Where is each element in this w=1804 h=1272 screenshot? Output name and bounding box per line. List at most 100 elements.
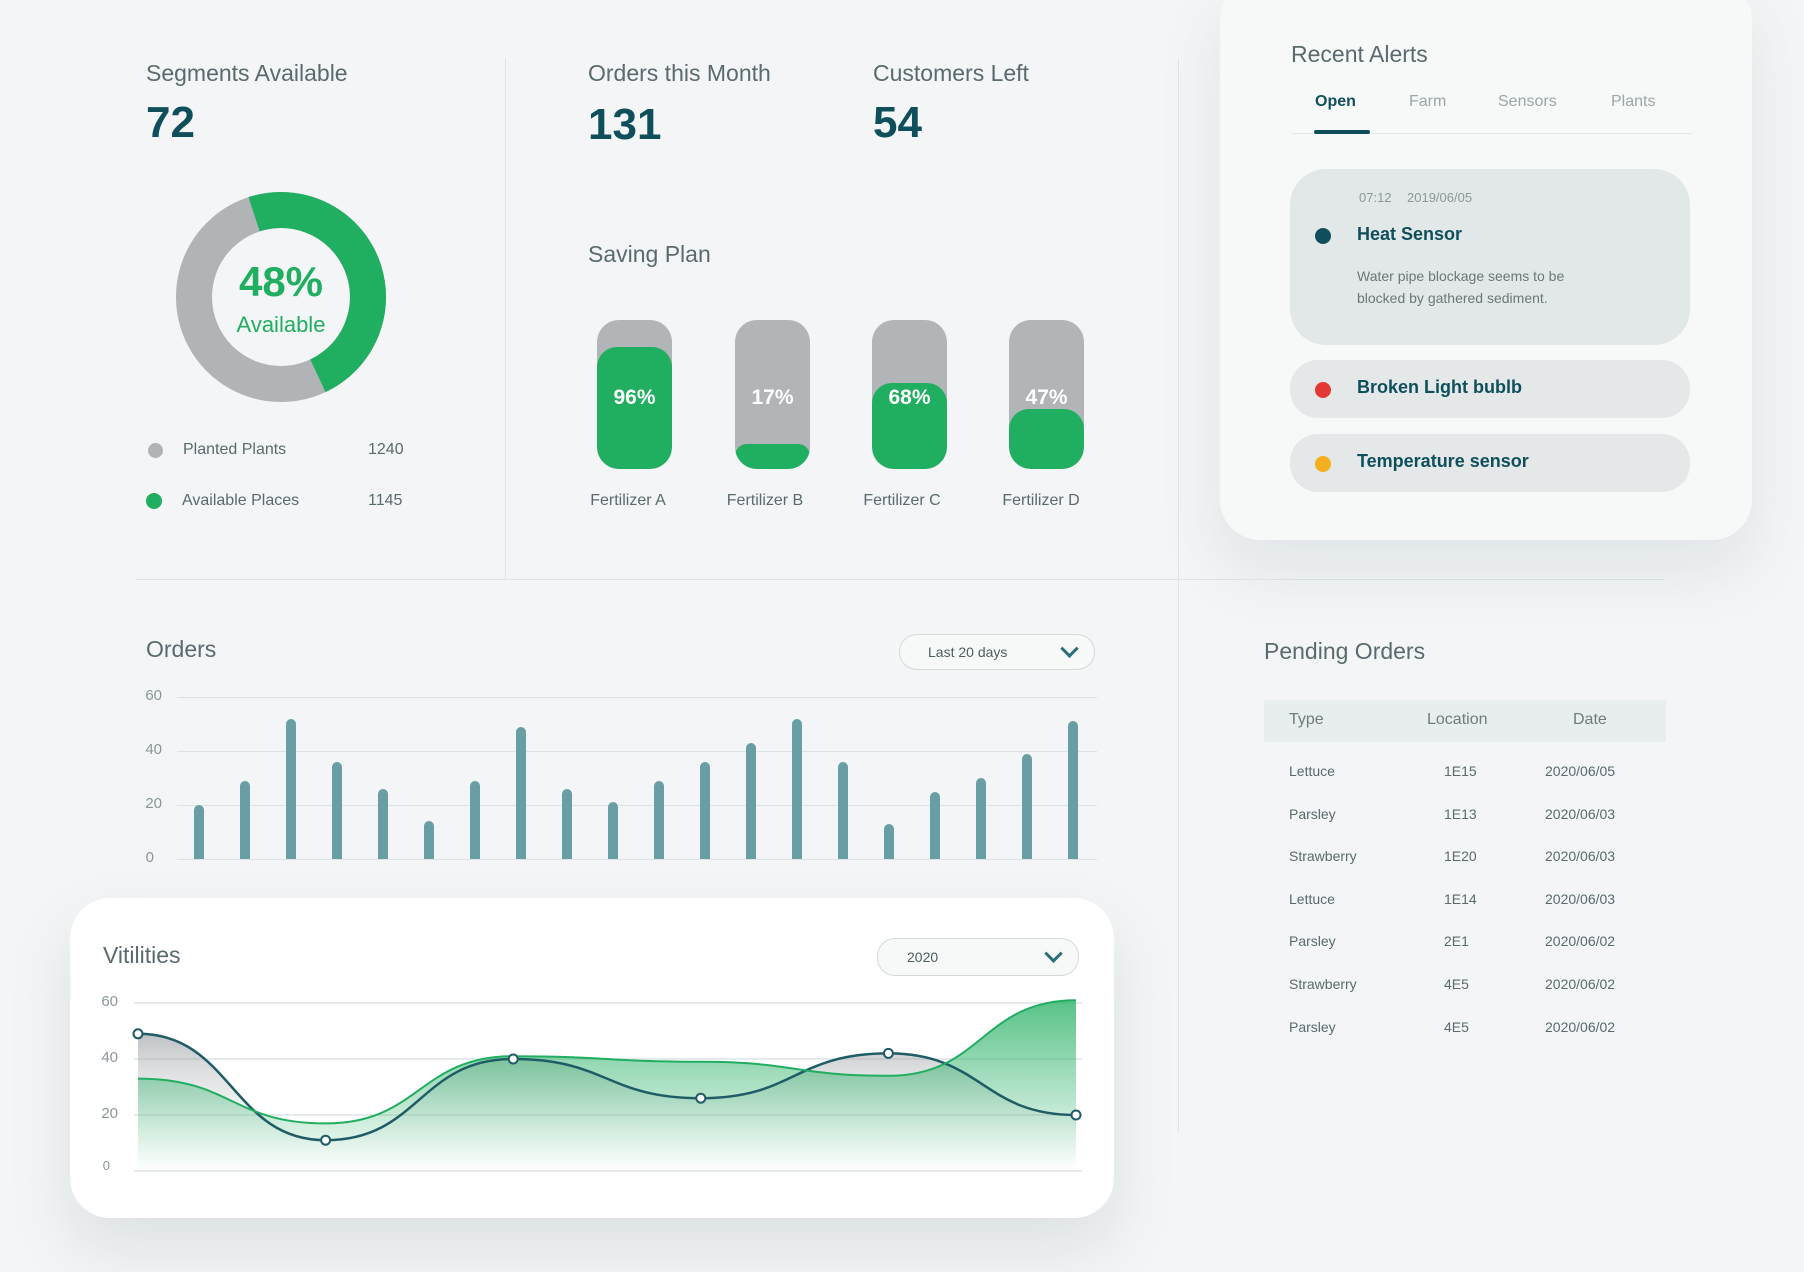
cell-type: Lettuce: [1289, 890, 1335, 907]
saving-fill-b: [735, 444, 810, 469]
cell-date: 2020/06/02: [1545, 976, 1616, 992]
orders-bar[interactable]: [1068, 721, 1078, 859]
orders-bar[interactable]: [516, 726, 526, 859]
orders-bar[interactable]: [838, 761, 848, 859]
saving-fill-a: [597, 347, 672, 469]
tab-active-indicator: [1314, 130, 1370, 134]
vitilities-year-value: 2020: [907, 949, 939, 965]
cell-location: 4E5: [1444, 976, 1469, 992]
alert-status-dot: [1315, 382, 1331, 398]
orders-bar[interactable]: [884, 823, 894, 859]
orders-ytick-20: 20: [145, 795, 162, 812]
alert-desc-line2: blocked by gathered sediment.: [1357, 290, 1548, 306]
donut-chart: 48% Available: [176, 192, 386, 402]
alert-temperature-sensor[interactable]: Temperature sensor: [1290, 434, 1690, 492]
cell-location: 1E15: [1444, 763, 1477, 779]
divider-left: [505, 58, 506, 580]
orders-gridline: [177, 859, 1097, 860]
vitilities-year-select[interactable]: 2020: [877, 938, 1079, 976]
orders-gridline: [177, 805, 1097, 806]
alert-heat-sensor[interactable]: 07:12 2019/06/05 Heat Sensor Water pipe …: [1290, 169, 1690, 345]
cell-date: 2020/06/02: [1545, 1018, 1616, 1035]
alert-broken-light[interactable]: Broken Light bublb: [1290, 360, 1690, 418]
saving-pct-d: 47%: [1025, 386, 1068, 409]
cell-location: 2E1: [1444, 933, 1469, 950]
alert-title: Heat Sensor: [1357, 224, 1463, 244]
segments-value: 72: [146, 98, 195, 147]
saving-pill-b: 17%: [735, 320, 810, 469]
legend-dot-planted: [148, 442, 163, 458]
chevron-down-icon: [1060, 639, 1079, 658]
saving-fill-c: [872, 383, 947, 469]
alerts-title: Recent Alerts: [1291, 41, 1428, 67]
segments-title: Segments Available: [146, 60, 348, 86]
orders-month-value: 131: [588, 100, 662, 149]
orders-bar[interactable]: [746, 742, 756, 859]
orders-bar[interactable]: [286, 718, 296, 859]
legend-planted: Planted Plants 1240: [148, 441, 404, 459]
saving-label-d: Fertilizer D: [1002, 492, 1080, 509]
orders-bar[interactable]: [332, 761, 342, 859]
orders-bar[interactable]: [976, 778, 986, 859]
cell-location: 1E13: [1444, 805, 1477, 822]
vit-ytick-60: 60: [101, 993, 118, 1010]
orders-range-value: Last 20 days: [928, 644, 1008, 660]
orders-bar[interactable]: [792, 718, 802, 859]
tab-plants[interactable]: Plants: [1611, 93, 1656, 110]
orders-bar[interactable]: [1022, 753, 1032, 859]
saving-pct-b: 17%: [751, 386, 794, 409]
tabs-baseline: [1292, 133, 1692, 134]
customers-left-value: 54: [873, 98, 922, 147]
donut-percent: 48%: [238, 258, 324, 305]
cell-type: Parsley: [1289, 933, 1336, 950]
saving-pill-c: 68%: [872, 320, 947, 469]
cell-date: 2020/06/05: [1545, 763, 1616, 779]
saving-label-b: Fertilizer B: [726, 492, 804, 509]
cell-type: Strawberry: [1289, 976, 1357, 992]
orders-bar[interactable]: [470, 780, 480, 859]
saving-label-a: Fertilizer A: [590, 492, 666, 509]
orders-bar[interactable]: [424, 821, 434, 859]
legend-available: Available Places 1145: [146, 492, 402, 510]
legend-planted-value: 1240: [368, 441, 404, 458]
chevron-down-icon: [1044, 944, 1063, 963]
cell-type: Parsley: [1289, 1018, 1336, 1035]
orders-bar[interactable]: [562, 788, 572, 859]
cell-date: 2020/06/03: [1545, 805, 1616, 822]
tab-farm[interactable]: Farm: [1409, 93, 1447, 110]
saving-pill-d: 47%: [1009, 320, 1084, 469]
tab-open[interactable]: Open: [1315, 93, 1356, 110]
customers-left-title: Customers Left: [873, 60, 1029, 86]
cell-type: Lettuce: [1289, 763, 1335, 779]
orders-bar[interactable]: [700, 761, 710, 859]
divider-right: [1178, 58, 1179, 1133]
orders-gridline: [177, 697, 1097, 698]
donut-available-arc: [176, 192, 386, 402]
orders-bar[interactable]: [654, 780, 664, 859]
vit-ytick-40: 40: [101, 1049, 118, 1066]
cell-type: Parsley: [1289, 805, 1336, 822]
orders-bar[interactable]: [930, 791, 940, 859]
divider-horizontal: [135, 579, 1665, 580]
saving-pct-c: 68%: [888, 386, 931, 409]
orders-bar[interactable]: [194, 805, 204, 859]
orders-bar[interactable]: [608, 802, 618, 859]
legend-available-value: 1145: [368, 492, 403, 509]
orders-range-select[interactable]: Last 20 days: [899, 634, 1095, 670]
pending-header-location: Location: [1427, 711, 1488, 728]
orders-gridline: [177, 751, 1097, 752]
pending-header-date: Date: [1573, 711, 1607, 728]
tab-sensors[interactable]: Sensors: [1498, 93, 1557, 110]
vitilities-title: Vitilities: [103, 942, 181, 968]
orders-month-title: Orders this Month: [588, 60, 771, 86]
vit-ytick-20: 20: [101, 1105, 118, 1122]
donut-sublabel: Available: [236, 312, 326, 337]
pending-header-type: Type: [1289, 711, 1324, 728]
orders-bar[interactable]: [378, 788, 388, 859]
saving-pill-a: 96%: [597, 320, 672, 469]
alert-date: 2019/06/05: [1407, 190, 1473, 205]
alert-status-dot: [1315, 228, 1331, 244]
orders-ytick-0: 0: [145, 849, 154, 866]
orders-bar[interactable]: [240, 780, 250, 859]
orders-ytick-60: 60: [145, 687, 162, 704]
